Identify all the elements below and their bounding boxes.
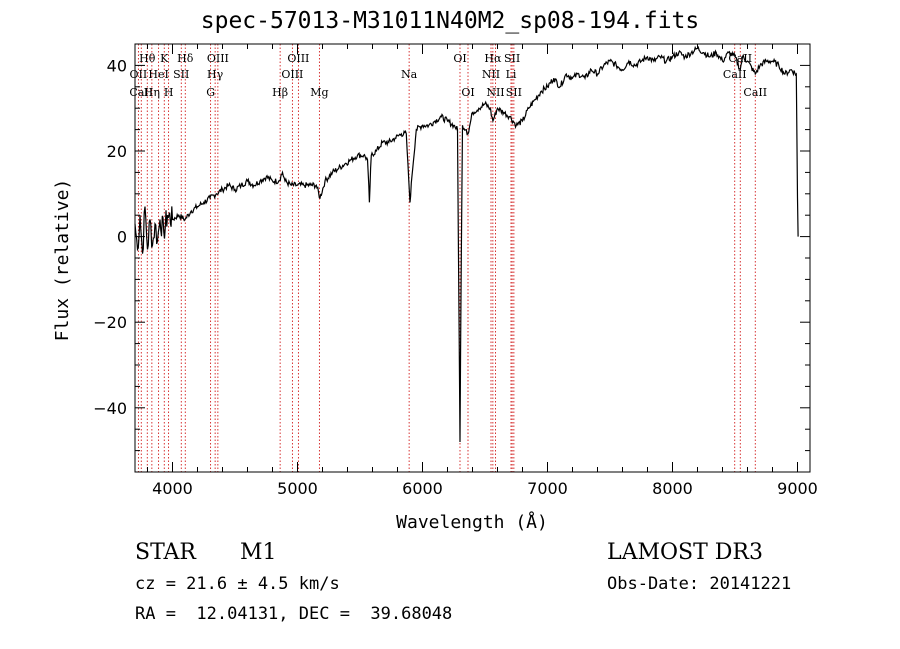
line-label: Hα [484,52,502,65]
line-label: K [160,52,169,65]
x-tick-label: 9000 [777,479,818,498]
redshift-cz: cz = 21.6 ± 4.5 km/s [135,574,340,594]
y-tick-label: −20 [93,313,127,332]
line-label: CaII [723,68,747,81]
chart-title: spec-57013-M31011N40M2_sp08-194.fits [200,8,700,34]
y-tick-label: 40 [107,56,127,75]
line-label: NII [486,86,504,99]
line-label: OII [130,68,148,81]
y-tick-label: 0 [117,228,127,247]
plot-frame [134,43,811,473]
y-tick-label: 20 [107,142,127,161]
line-label: Hγ [207,68,224,81]
line-label: G [206,86,215,99]
observation-date: Obs-Date: 20141221 [607,574,792,594]
line-markers [137,44,756,472]
line-label: Hδ [177,52,194,65]
x-tick-label: 7000 [527,479,568,498]
y-tick-label: −40 [93,399,127,418]
line-label: OIII [207,52,229,65]
line-label: SII [173,68,189,81]
line-label: OIII [281,68,303,81]
line-label: HeI [148,68,168,81]
line-label: SII [504,52,520,65]
line-label: Hθ [139,52,156,65]
y-axis-ticks: −40 −20 0 20 40 [93,43,810,452]
line-label: Hβ [272,86,288,99]
line-label: Mg [310,86,328,99]
line-label: OI [461,86,474,99]
x-tick-label: 8000 [652,479,693,498]
object-class: STAR [135,540,196,565]
line-label: CaII [743,86,767,99]
x-axis-label: Wavelength (Å) [396,511,548,533]
survey-name: LAMOST DR3 [607,540,763,565]
object-subclass: M1 [240,540,277,565]
x-tick-label: 5000 [277,479,318,498]
y-axis-label: Flux (relative) [52,179,73,342]
x-tick-label: 6000 [402,479,443,498]
coordinates: RA = 12.04131, DEC = 39.68048 [135,604,453,624]
x-tick-label: 4000 [152,479,193,498]
line-label: Na [401,68,418,81]
line-label: OI [453,52,466,65]
line-label: NII [482,68,500,81]
line-label: OIII [287,52,309,65]
spectrum-line [134,45,799,443]
x-axis-ticks: 4000 5000 6000 7000 8000 9000 [147,44,818,498]
line-labels: Hθ OII CaII Hη HeI K H SII Hδ OIII Hγ G Hβ OIII OIII Mg… [129,52,767,99]
line-label: Hη [144,86,160,99]
line-label: Li [506,68,517,81]
line-label: H [164,86,174,99]
line-label: SII [506,86,522,99]
